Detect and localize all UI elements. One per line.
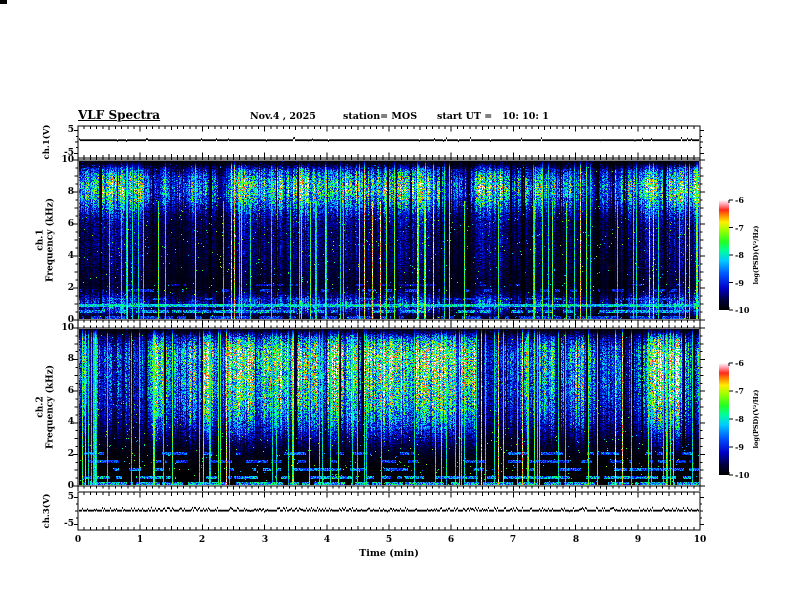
ch1-voltage-axis-title: ch.1(V): [42, 124, 53, 160]
cbar1-tick-label: -9: [735, 278, 744, 288]
time-xtick-label: 0: [74, 535, 82, 545]
page-title: VLF Spectra: [78, 108, 161, 122]
time-xtick-label: 8: [572, 535, 580, 545]
spec1-ytick-label: 8: [67, 187, 74, 197]
screen-corner-artifact: [0, 0, 7, 4]
ch3-voltage-axis-title: ch.3(V): [42, 493, 53, 529]
ch2-frequency-axis-title: ch.2 Frequency (kHz): [36, 365, 57, 449]
time-axis-title: Time (min): [359, 548, 419, 559]
spec1-ytick-label: 0: [67, 315, 74, 325]
date-label: Nov.4 , 2025: [250, 111, 316, 122]
ch3v-ytick-label: 5: [67, 492, 74, 502]
cbar1-tick-label: -7: [735, 223, 744, 233]
cbar1-tick-label: -8: [735, 250, 744, 260]
time-xtick-label: 1: [136, 535, 144, 545]
spec2-ytick-label: 8: [67, 354, 74, 364]
spec1-ytick-label: 6: [67, 219, 74, 229]
ch2-spectrogram-canvas: [79, 329, 699, 485]
station-label: station= MOS: [343, 111, 418, 122]
spec2-ytick-label: 4: [67, 417, 74, 427]
spec2-ytick-label: 2: [67, 449, 74, 459]
time-xtick-label: 5: [385, 535, 393, 545]
ch2-colorbar: [719, 363, 729, 475]
cbar2-tick-label: -8: [735, 414, 744, 424]
ch1-colorbar-title: log(PSD)(V²/Hz): [751, 225, 760, 285]
cbar2-tick-label: -7: [735, 386, 744, 396]
ch1-colorbar: [719, 200, 729, 310]
time-xtick-label: 4: [323, 535, 331, 545]
cbar1-tick-label: -10: [735, 305, 750, 315]
ch1-label: ch.1: [35, 229, 46, 251]
ch1v-ytick-label: -5: [64, 148, 74, 158]
ch3-waveform-canvas: [79, 493, 699, 529]
time-xtick-label: 2: [198, 535, 206, 545]
cbar2-tick-label: -9: [735, 442, 744, 452]
ch2-frequency-units: Frequency (kHz): [46, 364, 56, 450]
cbar1-tick-label: -6: [735, 195, 744, 205]
ch2-colorbar-title: log(PSD)(V²/Hz): [751, 389, 760, 449]
start-ut-label: start UT = 10: 10: 1: [437, 111, 549, 122]
spec2-ytick-label: 10: [61, 323, 74, 333]
spec1-ytick-label: 2: [67, 283, 74, 293]
time-xtick-label: 7: [509, 535, 517, 545]
cbar2-tick-label: -10: [735, 470, 750, 480]
spec1-ytick-label: 4: [67, 251, 74, 261]
spec1-ytick-label: 10: [61, 155, 74, 165]
ch1-waveform-canvas: [79, 127, 699, 157]
ch1-frequency-axis-title: ch.1 Frequency (kHz): [36, 198, 57, 282]
ch1-frequency-units: Frequency (kHz): [46, 197, 56, 283]
time-xtick-label: 10: [693, 535, 707, 545]
time-xtick-label: 9: [634, 535, 642, 545]
spec2-ytick-label: 0: [67, 481, 74, 491]
time-xtick-label: 6: [447, 535, 455, 545]
cbar2-tick-label: -6: [735, 358, 744, 368]
time-xtick-label: 3: [261, 535, 269, 545]
spec2-ytick-label: 6: [67, 386, 74, 396]
ch1-spectrogram-canvas: [79, 161, 699, 319]
ch2-label: ch.2: [35, 396, 46, 418]
ch3v-ytick-label: -5: [64, 519, 74, 529]
ch1v-ytick-label: 5: [67, 125, 74, 135]
